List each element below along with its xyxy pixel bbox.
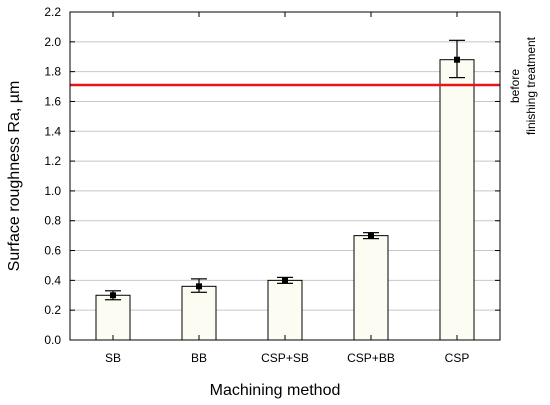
y-axis-title: Surface roughness Ra, µm (6, 81, 23, 272)
y-tick-label: 1.2 (44, 154, 61, 168)
x-tick-label: SB (105, 351, 121, 365)
bar-bb (181, 285, 217, 341)
bar-csp-plus-sb (267, 279, 303, 341)
x-axis-title: Machining method (210, 382, 341, 399)
x-tick-label: CSP (445, 351, 470, 365)
reference-line-label-line1: before (508, 69, 522, 103)
axes (69, 11, 501, 341)
y-tick-label: 1.0 (44, 184, 61, 198)
y-tick-label: 2.0 (44, 35, 61, 49)
y-tick-label: 2.2 (44, 5, 61, 19)
y-tick-label: 0.6 (44, 244, 61, 258)
bar-csp (439, 59, 475, 341)
reference-line-label-line2: finishing treatment (524, 36, 538, 135)
y-tick-label: 0.0 (44, 333, 61, 347)
bar-csp-plus-bb (353, 235, 389, 341)
mean-marker (110, 292, 116, 299)
y-tick-label: 1.4 (44, 124, 61, 138)
mean-marker (196, 283, 202, 290)
mean-marker (368, 232, 374, 239)
y-tick-label: 0.2 (44, 303, 61, 317)
y-tick-label: 1.8 (44, 65, 61, 79)
y-tick-label: 0.8 (44, 214, 61, 228)
bar-sb (95, 294, 131, 341)
mean-marker (282, 277, 288, 284)
plot-frame (69, 11, 501, 341)
y-tick-label: 1.6 (44, 94, 61, 108)
y-tick-label: 0.4 (44, 273, 61, 287)
x-tick-label: BB (191, 351, 207, 365)
error-bars (105, 39, 465, 301)
x-tick-label: CSP+SB (261, 351, 309, 365)
x-tick-label: CSP+BB (347, 351, 395, 365)
tick-labels: 0.0 0.2 0.4 0.6 0.8 1.0 1.2 1.4 1.6 1.8 2.0 2.2 SB BB… (44, 5, 469, 365)
mean-marker (454, 56, 460, 63)
gridlines (70, 41, 500, 311)
